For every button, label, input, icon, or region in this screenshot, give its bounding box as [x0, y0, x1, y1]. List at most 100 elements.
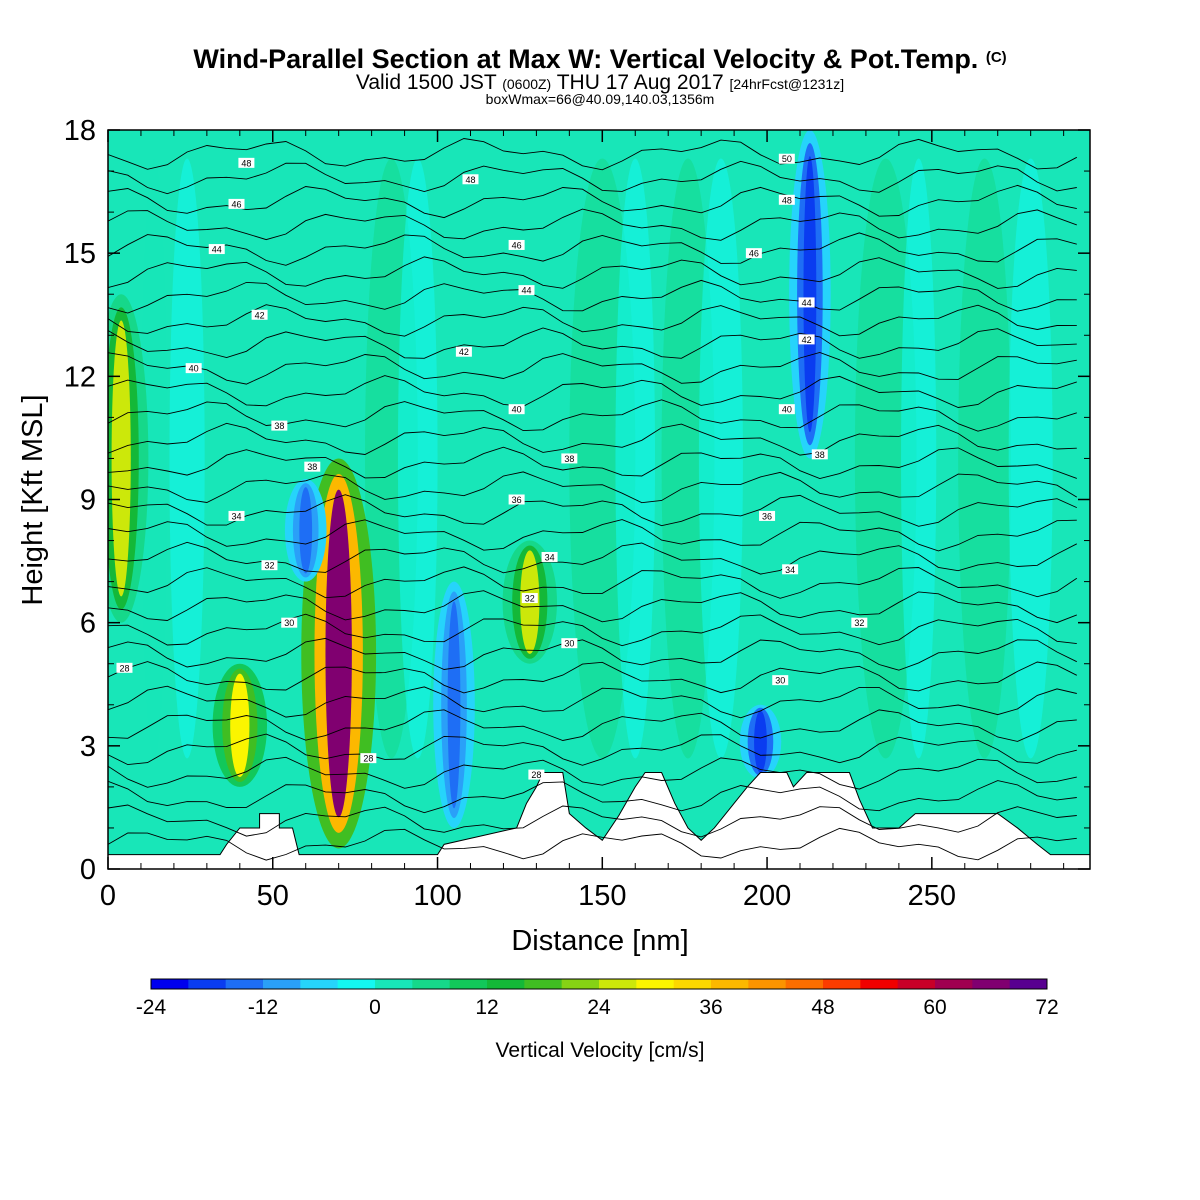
isentrope-label: 42	[459, 347, 469, 357]
colorbar-swatch	[935, 979, 973, 989]
isentrope-label-box	[455, 346, 472, 357]
isentrope-label: 34	[785, 565, 795, 575]
colorbar-tick-label: 60	[923, 996, 946, 1019]
isentrope-label-box	[778, 153, 795, 164]
isentrope-label: 30	[284, 618, 294, 628]
isentrope-line	[108, 256, 1077, 289]
downdraft-region	[447, 601, 461, 809]
isentrope-label-box	[304, 461, 321, 472]
isentrope-label: 44	[521, 286, 531, 296]
colorbar-swatch	[860, 979, 899, 989]
updraft-region	[230, 673, 250, 778]
isentrope-label-box	[778, 194, 795, 205]
x-tick-label: 250	[908, 880, 956, 912]
colorbar-swatch	[972, 979, 1011, 989]
isentrope-label-box	[561, 453, 578, 464]
colorbar-swatch	[673, 979, 712, 989]
colorbar-tick-label: 48	[811, 996, 834, 1019]
terrain-shape	[108, 772, 1090, 869]
isentrope-label-box	[772, 675, 789, 686]
isentrope-line	[108, 685, 1077, 719]
colorbar-swatch	[225, 979, 264, 989]
field-band	[140, 158, 168, 759]
isentrope-label: 28	[363, 754, 373, 764]
isentrope-label-box	[518, 285, 535, 296]
isentrope-line	[108, 780, 1077, 814]
isentrope-label-box	[528, 769, 545, 780]
isentrope-label: 32	[525, 594, 535, 604]
isentrope-line	[108, 661, 1078, 694]
isentrope-label-box	[851, 617, 868, 628]
colorbar: -24 -12 0 12 24 36 48 60 72	[136, 978, 1059, 1019]
isentrope-label-box	[271, 420, 288, 431]
isentrope-label: 40	[189, 364, 199, 374]
valid-date: THU 17 Aug 2017	[556, 71, 724, 94]
isentrope-line	[108, 590, 1077, 624]
colorbar-swatch	[300, 979, 339, 989]
isentrope-label: 40	[512, 405, 522, 415]
isentrope-label: 32	[854, 618, 864, 628]
isentrope-line	[108, 756, 1077, 790]
isentrope-label: 36	[512, 495, 522, 505]
isentrope-label: 34	[232, 511, 242, 521]
colorbar-swatch	[337, 979, 376, 989]
isentrope-label: 38	[274, 421, 284, 431]
field-layer	[108, 130, 1090, 869]
isentrope-line	[108, 160, 1077, 195]
isentrope-label: 48	[241, 158, 251, 168]
colorbar-tick-label: -12	[248, 996, 278, 1019]
isentrope-line	[108, 232, 1077, 266]
y-tick-label: 3	[80, 731, 96, 763]
colorbar-swatch	[599, 979, 637, 989]
isentrope-line	[108, 399, 1077, 432]
isentrope-line	[108, 279, 1077, 314]
colorbar-swatch	[785, 979, 824, 989]
y-tick-label: 12	[64, 361, 96, 393]
field-band	[854, 158, 917, 759]
isentrope-line	[108, 566, 1078, 599]
isentrope-label-box	[261, 560, 278, 571]
colorbar-tick-label: 12	[475, 996, 498, 1019]
box-info: boxWmax=66@40.09,140.03,1356m	[485, 91, 715, 107]
isentrope-line	[108, 304, 1077, 337]
isentrope-label-box	[561, 638, 578, 649]
isentrope-line	[108, 733, 1077, 766]
isentrope-label-box	[508, 239, 525, 250]
isentrope-label-box	[798, 297, 815, 308]
isentrope-label-box	[782, 564, 799, 575]
colorbar-swatch	[188, 979, 227, 989]
colorbar-swatch	[375, 979, 413, 989]
valid-utc: (0600Z)	[502, 76, 552, 92]
isentrope-label-box	[228, 510, 245, 521]
isentrope-label-box	[251, 309, 268, 320]
field-band	[901, 158, 937, 759]
x-tick-label: 150	[578, 880, 626, 912]
colorbar-swatch	[449, 979, 488, 989]
y-tick-label: 15	[64, 238, 96, 270]
colorbar-swatch	[487, 979, 525, 989]
colorbar-swatch	[412, 979, 451, 989]
isentrope-line	[108, 422, 1077, 456]
isentrope-line	[108, 827, 1077, 861]
isentrope-label-box	[541, 551, 558, 562]
isentrope-label-box	[508, 494, 525, 505]
valid-time: Valid 1500 JST	[355, 71, 497, 94]
isentrope-layer: 48 46 44 42 40 38 38 34 32 30 28 28 48 46 44 42 40 38 36 34…	[108, 138, 1078, 861]
colorbar-swatch	[636, 979, 675, 989]
y-tick-label: 6	[80, 608, 96, 640]
colorbar-tick-label: 0	[369, 996, 381, 1019]
field-band	[169, 158, 205, 759]
isentrope-label-box	[228, 198, 245, 209]
copyright-mark: (C)	[985, 49, 1007, 66]
isentrope-label-box	[185, 363, 202, 374]
isentrope-line	[108, 637, 1077, 671]
colorbar-swatch	[748, 979, 787, 989]
isentrope-label: 28	[119, 663, 129, 673]
forecast-info: [24hrFcst@1231z]	[729, 76, 845, 92]
isentrope-label: 30	[564, 639, 574, 649]
isentrope-line	[108, 327, 1077, 359]
isentrope-line	[108, 138, 1078, 171]
isentrope-line	[108, 184, 1077, 219]
isentrope-label-box	[462, 174, 479, 185]
